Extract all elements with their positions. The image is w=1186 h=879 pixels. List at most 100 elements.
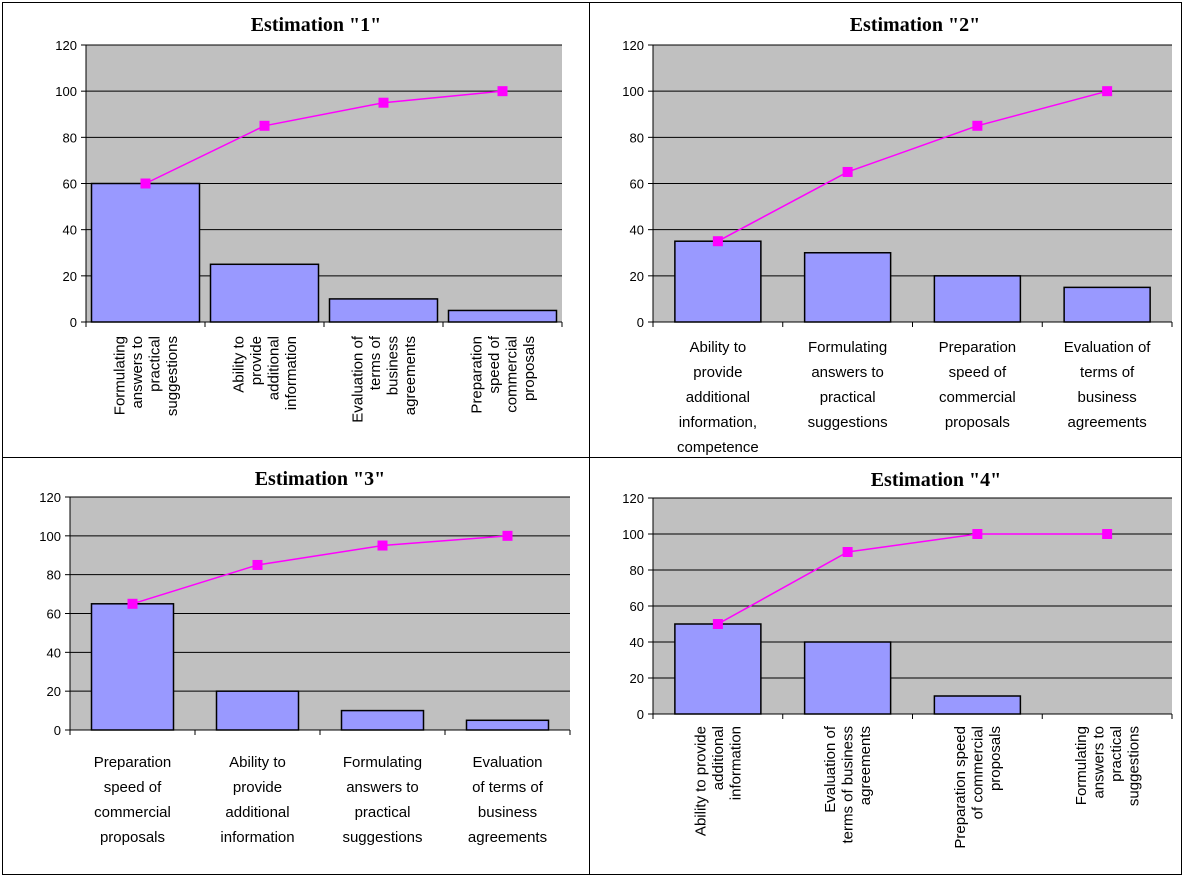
line-point	[972, 529, 983, 539]
line-point	[1102, 86, 1113, 97]
category-label: suggestions	[1125, 726, 1142, 806]
y-tick-label: 20	[47, 684, 61, 699]
category-label: terms of business	[840, 726, 857, 844]
category-label: commercial	[939, 389, 1016, 406]
category-label: additional	[686, 389, 750, 406]
category-label: Evaluation of	[349, 335, 366, 423]
y-tick-label: 60	[63, 177, 77, 192]
category-label: practical	[820, 389, 876, 406]
category-label: Ability to	[229, 754, 286, 771]
cumulative-line	[145, 90, 503, 185]
y-tick-label: 40	[630, 635, 644, 650]
category-label: additional	[265, 336, 282, 400]
category-label: of terms of	[472, 779, 544, 796]
category-label: answers to	[346, 779, 419, 796]
category-label: agreements	[468, 829, 547, 846]
category-label: commercial	[503, 336, 520, 413]
bar	[1063, 286, 1151, 323]
bar	[328, 298, 439, 323]
line-point	[259, 120, 270, 131]
y-tick-label: 60	[630, 599, 644, 614]
horizontal-divider	[2, 457, 1182, 458]
category-label: Ability to	[230, 336, 247, 393]
y-tick-label: 40	[630, 223, 644, 238]
category-label: Formulating	[1073, 726, 1090, 805]
category-label: suggestions	[808, 414, 888, 431]
y-tick-label: 100	[622, 527, 644, 542]
category-label: Evaluation of	[822, 725, 839, 813]
category-label: Preparation speed	[952, 726, 969, 849]
chart-title: Estimation "2"	[850, 14, 981, 36]
bar	[933, 275, 1022, 323]
bar	[803, 641, 892, 715]
y-tick-label: 80	[630, 563, 644, 578]
cumulative-line	[717, 533, 1108, 625]
category-label: information,	[679, 414, 757, 431]
category-label: additional	[225, 804, 289, 821]
category-label: business	[478, 804, 537, 821]
bar	[447, 309, 558, 323]
category-label: additional	[710, 726, 727, 790]
category-label: proposals	[100, 829, 165, 846]
bar	[215, 690, 300, 731]
y-tick-label: 80	[63, 130, 77, 145]
category-label: practical	[355, 804, 411, 821]
category-label: speed of	[949, 364, 1007, 381]
cumulative-line	[717, 90, 1108, 242]
category-label: business	[1078, 389, 1137, 406]
category-label: speed of	[486, 335, 503, 393]
cumulative-line	[132, 535, 508, 605]
category-label: agreements	[1068, 414, 1147, 431]
bar	[465, 719, 550, 731]
line-point	[497, 86, 508, 97]
category-label: practical	[1108, 726, 1125, 782]
y-tick-label: 120	[39, 490, 61, 505]
category-label: answers to	[1090, 726, 1107, 799]
line-point	[502, 530, 513, 541]
y-tick-label: 0	[70, 315, 77, 330]
category-label: proposals	[945, 414, 1010, 431]
category-label: Formulating	[343, 754, 422, 771]
chart-title: Estimation "4"	[871, 469, 1002, 491]
line-point	[712, 619, 723, 629]
chart-estimation-3: 0 20 40 60 80 100 120 Preparation speed of commer…	[39, 468, 571, 846]
line-point	[140, 178, 151, 189]
y-tick-label: 100	[622, 84, 644, 99]
category-label: answers to	[129, 336, 146, 409]
category-label: proposals	[521, 336, 538, 401]
category-label: suggestions	[342, 829, 422, 846]
chart-title: Estimation "1"	[251, 14, 382, 36]
y-tick-label: 0	[54, 723, 61, 738]
line-point	[377, 540, 388, 551]
category-label: commercial	[94, 804, 171, 821]
line-point	[1102, 529, 1113, 539]
line-point	[842, 547, 853, 557]
y-tick-label: 80	[630, 130, 644, 145]
line-point	[378, 97, 389, 108]
vertical-divider	[589, 2, 590, 875]
category-label: answers to	[811, 364, 884, 381]
category-label: proposals	[987, 726, 1004, 791]
chart-title: Estimation "3"	[255, 468, 386, 490]
category-label: provide	[693, 364, 742, 381]
category-label: Preparation	[468, 336, 485, 414]
y-tick-label: 40	[47, 645, 61, 660]
bar	[340, 709, 425, 731]
category-label: agreements	[402, 336, 419, 415]
y-tick-label: 60	[630, 177, 644, 192]
line-point	[712, 236, 723, 247]
y-tick-label: 80	[47, 568, 61, 583]
bar	[933, 695, 1022, 715]
category-label: competence	[677, 439, 759, 456]
category-label: suggestions	[164, 336, 181, 416]
line-point	[127, 598, 138, 609]
category-label: of commercial	[969, 726, 986, 819]
category-label: provide	[233, 779, 282, 796]
line-point	[842, 166, 853, 177]
bar	[90, 182, 201, 323]
y-tick-label: 0	[637, 707, 644, 722]
category-label: information	[220, 829, 294, 846]
category-label: provide	[248, 336, 265, 385]
y-tick-label: 40	[63, 223, 77, 238]
